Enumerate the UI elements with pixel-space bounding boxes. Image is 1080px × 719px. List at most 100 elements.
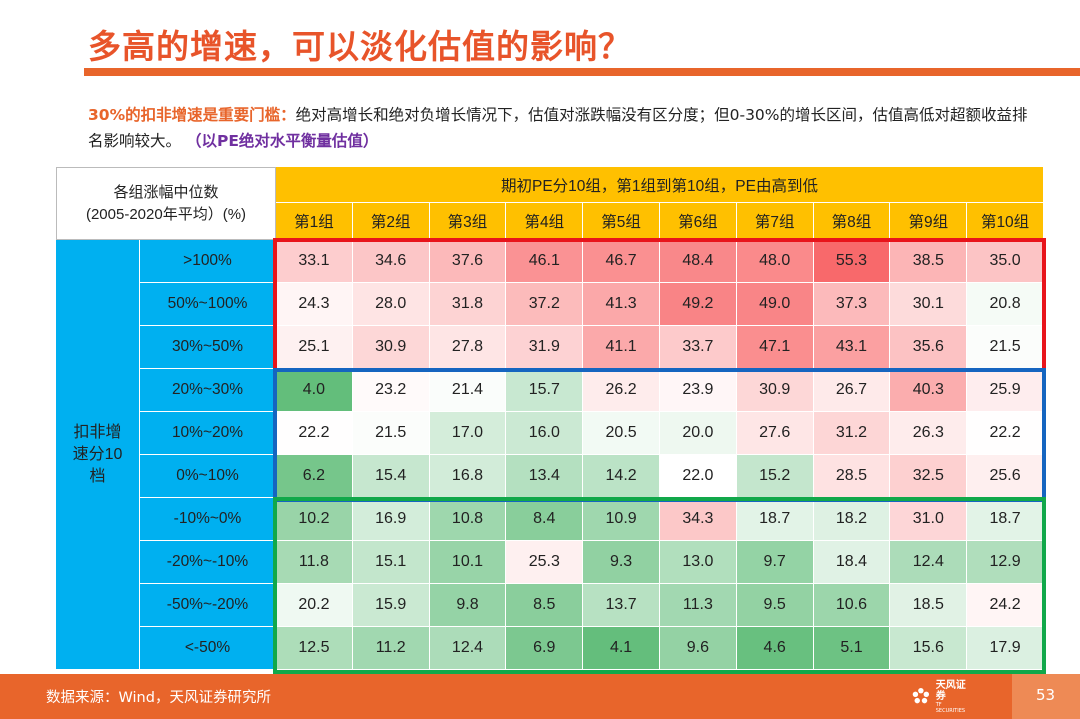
table-cell: 18.5 <box>890 584 968 627</box>
table-cell: 9.6 <box>659 627 737 670</box>
table-cell: 16.9 <box>352 498 430 541</box>
table-cell: 15.7 <box>506 369 584 412</box>
table-cell: 31.8 <box>429 283 507 326</box>
table-cell: 12.4 <box>890 541 968 584</box>
table-cell: 13.7 <box>583 584 660 627</box>
description-highlight: 30%的扣非增速是重要门槛： <box>88 106 296 124</box>
table-cell: 12.5 <box>276 627 353 670</box>
table-cell: 27.6 <box>736 412 814 455</box>
table-cell: 11.8 <box>276 541 353 584</box>
title-underline <box>84 68 1080 76</box>
table-cell: 20.0 <box>659 412 737 455</box>
growth-tier-label: -10%~0% <box>140 498 276 541</box>
table-cell: 18.2 <box>813 498 891 541</box>
table-grid: 各组涨幅中位数 (2005-2020年平均）(%) 期初PE分10组，第1组到第… <box>56 167 1044 670</box>
table-cell: 27.8 <box>429 326 507 369</box>
table-cell: 18.7 <box>736 498 814 541</box>
table-cell: 47.1 <box>736 326 814 369</box>
table-cell: 25.3 <box>506 541 584 584</box>
table-cell: 46.7 <box>583 240 660 283</box>
table-cell: 4.1 <box>583 627 660 670</box>
table-cell: 13.0 <box>659 541 737 584</box>
table-cell: 4.6 <box>736 627 814 670</box>
table-cell: 34.3 <box>659 498 737 541</box>
table-cell: 24.3 <box>276 283 353 326</box>
description: 30%的扣非增速是重要门槛：绝对高增长和绝对负增长情况下，估值对涨跌幅没有区分度… <box>88 102 1038 154</box>
pe-group-header: 期初PE分10组，第1组到第10组，PE由高到低 <box>276 167 1044 203</box>
table-cell: 15.1 <box>352 541 430 584</box>
table-cell: 24.2 <box>967 584 1044 627</box>
logo-subtext: TF SECURITIES <box>935 702 966 714</box>
table-cell: 12.9 <box>967 541 1044 584</box>
table-cell: 25.9 <box>967 369 1044 412</box>
table-cell: 33.1 <box>276 240 353 283</box>
data-source: 数据来源：Wind，天风证券研究所 <box>46 690 271 706</box>
table-cell: 23.9 <box>659 369 737 412</box>
growth-tier-label: 10%~20% <box>140 412 276 455</box>
table-corner-header: 各组涨幅中位数 (2005-2020年平均）(%) <box>56 167 276 240</box>
table-cell: 32.5 <box>890 455 968 498</box>
group-header: 第3组 <box>429 203 507 240</box>
table-cell: 31.9 <box>506 326 584 369</box>
table-cell: 22.0 <box>659 455 737 498</box>
corner-line-1: 各组涨幅中位数 <box>113 183 219 201</box>
table-cell: 18.7 <box>967 498 1044 541</box>
description-note: （以PE绝对水平衡量估值） <box>185 132 379 150</box>
table-cell: 38.5 <box>890 240 968 283</box>
table-cell: 26.3 <box>890 412 968 455</box>
table-cell: 28.0 <box>352 283 430 326</box>
table-cell: 18.4 <box>813 541 891 584</box>
table-cell: 31.0 <box>890 498 968 541</box>
table-cell: 37.6 <box>429 240 507 283</box>
table-cell: 13.4 <box>506 455 584 498</box>
page-title: 多高的增速，可以淡化估值的影响？ <box>88 27 632 66</box>
table-cell: 5.1 <box>813 627 891 670</box>
table-cell: 9.8 <box>429 584 507 627</box>
table-cell: 9.3 <box>583 541 660 584</box>
growth-tier-label: 0%~10% <box>140 455 276 498</box>
table-cell: 6.2 <box>276 455 353 498</box>
table-cell: 41.1 <box>583 326 660 369</box>
growth-tier-label: -50%~-20% <box>140 584 276 627</box>
table-cell: 21.5 <box>967 326 1044 369</box>
group-header: 第2组 <box>352 203 430 240</box>
table-cell: 35.0 <box>967 240 1044 283</box>
table-cell: 10.6 <box>813 584 891 627</box>
table-cell: 34.6 <box>352 240 430 283</box>
table-cell: 49.2 <box>659 283 737 326</box>
growth-tier-label: 20%~30% <box>140 369 276 412</box>
table-cell: 12.4 <box>429 627 507 670</box>
table-cell: 35.6 <box>890 326 968 369</box>
table-cell: 30.1 <box>890 283 968 326</box>
corner-line-2: (2005-2020年平均）(%) <box>85 205 247 223</box>
table-cell: 10.2 <box>276 498 353 541</box>
group-header: 第9组 <box>890 203 968 240</box>
valuation-growth-table: 各组涨幅中位数 (2005-2020年平均）(%) 期初PE分10组，第1组到第… <box>56 167 1046 674</box>
table-cell: 55.3 <box>813 240 891 283</box>
table-cell: 30.9 <box>352 326 430 369</box>
table-cell: 16.0 <box>506 412 584 455</box>
table-cell: 21.4 <box>429 369 507 412</box>
table-cell: 40.3 <box>890 369 968 412</box>
table-cell: 9.7 <box>736 541 814 584</box>
group-header: 第10组 <box>967 203 1044 240</box>
table-cell: 49.0 <box>736 283 814 326</box>
table-cell: 37.2 <box>506 283 584 326</box>
growth-tier-header: 扣非增速分10档 <box>56 240 140 670</box>
table-cell: 11.2 <box>352 627 430 670</box>
table-cell: 20.5 <box>583 412 660 455</box>
table-cell: 28.5 <box>813 455 891 498</box>
page-number-box <box>1012 674 1080 719</box>
table-cell: 15.6 <box>890 627 968 670</box>
table-cell: 11.3 <box>659 584 737 627</box>
table-cell: 33.7 <box>659 326 737 369</box>
flower-logo-icon <box>912 687 930 704</box>
growth-tier-label: >100% <box>140 240 276 283</box>
table-cell: 17.9 <box>967 627 1044 670</box>
table-cell: 20.8 <box>967 283 1044 326</box>
table-cell: 20.2 <box>276 584 353 627</box>
table-cell: 21.5 <box>352 412 430 455</box>
growth-tier-label: 50%~100% <box>140 283 276 326</box>
table-cell: 30.9 <box>736 369 814 412</box>
table-cell: 8.5 <box>506 584 584 627</box>
